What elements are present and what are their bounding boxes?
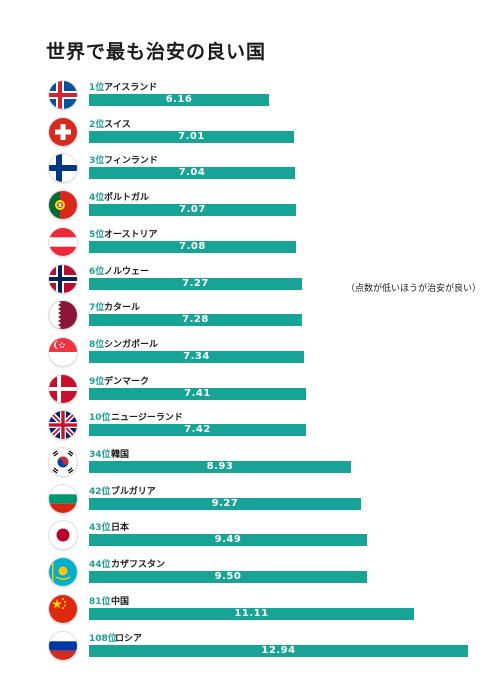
- rank-label: 3位: [89, 156, 105, 167]
- country-label: シンガポール: [104, 339, 159, 350]
- kazakhstan-flag-icon: [49, 558, 77, 587]
- rank-label: 10位: [89, 413, 111, 424]
- value-label: 6.16: [165, 94, 193, 105]
- value-label: 7.28: [182, 314, 209, 326]
- bar: [89, 607, 414, 620]
- bar: [89, 461, 351, 473]
- value-label: 9.50: [214, 571, 242, 583]
- country-label: 中国: [111, 596, 130, 607]
- country-label: スイス: [104, 119, 131, 130]
- finland-flag-icon: [49, 154, 77, 183]
- value-label: 7.27: [182, 277, 209, 289]
- country-label: カザフスタン: [111, 560, 166, 571]
- rank-label: 9位: [89, 376, 105, 387]
- country-label: ポルトガル: [104, 193, 150, 204]
- value-label: 9.27: [211, 497, 239, 509]
- value-label: 11.11: [234, 607, 269, 619]
- country-label: アイスランド: [104, 83, 158, 93]
- chart-row: 42位 ブルガリア 9.27: [0, 484, 500, 521]
- value-label: 7.42: [184, 424, 211, 436]
- country-label: ノルウェー: [104, 266, 150, 277]
- bar: [89, 277, 302, 290]
- bar: [89, 497, 361, 510]
- switzerland-flag-icon: [49, 117, 77, 146]
- chart-row: 3位 フィンランド 7.04: [0, 153, 500, 190]
- value-label: 8.93: [206, 461, 234, 472]
- new-zealand-flag-icon: [49, 411, 77, 440]
- chart-row: 7位 カタール 7.28: [0, 300, 500, 337]
- denmark-flag-icon: [49, 374, 77, 403]
- south-korea-flag-icon: [49, 448, 77, 476]
- chart-row: 8位 シンガポール 7.34: [0, 337, 500, 374]
- russia-flag-icon: [49, 631, 77, 660]
- country-label: 日本: [111, 523, 130, 534]
- bar: [89, 350, 304, 363]
- chart-row: 4位 ポルトガル 7.07: [0, 190, 500, 227]
- bar: [89, 534, 367, 547]
- rank-label: 108位: [89, 633, 117, 644]
- singapore-flag-icon: [49, 337, 77, 366]
- value-label: 7.41: [184, 387, 211, 399]
- rank-label: 44位: [89, 560, 111, 571]
- bulgaria-flag-icon: [49, 484, 77, 513]
- chart-title: 世界で最も治安の良い国: [46, 41, 267, 63]
- value-label: 7.01: [178, 130, 205, 142]
- country-label: カタール: [104, 303, 141, 314]
- rank-label: 7位: [89, 303, 105, 314]
- austria-flag-icon: [49, 227, 77, 256]
- chart-row: 10位 ニュージーランド 7.42: [0, 410, 500, 447]
- chart-row: 81位 中国 11.11: [0, 594, 500, 631]
- bar: [89, 240, 296, 253]
- chart-row: 43位 日本 9.49: [0, 520, 500, 557]
- chart-row: 5位 オーストリア 7.08: [0, 227, 500, 264]
- bar: [89, 387, 306, 400]
- country-label: ニュージーランド: [111, 413, 183, 424]
- portugal-flag-icon: [49, 191, 77, 220]
- rank-label: 8位: [89, 339, 105, 350]
- rank-label: 43位: [89, 523, 111, 534]
- country-label: ロシア: [115, 633, 143, 644]
- iceland-flag-icon: [49, 81, 77, 109]
- rank-label: 1位: [89, 83, 105, 93]
- china-flag-icon: [49, 594, 77, 623]
- chart-row: 44位 カザフスタン 9.50: [0, 557, 500, 594]
- chart-note: （点数が低いほうが治安が良い）: [346, 284, 482, 294]
- bar: [89, 571, 367, 584]
- rank-label: 42位: [89, 486, 111, 497]
- value-label: 7.34: [183, 350, 210, 362]
- chart-row: 2位 スイス 7.01: [0, 117, 500, 154]
- country-label: オーストリア: [104, 229, 158, 240]
- bar: [89, 314, 302, 327]
- chart-row: 9位 デンマーク 7.41: [0, 374, 500, 411]
- bar: [89, 130, 294, 143]
- chart-row: 34位 韓国 8.93: [0, 447, 500, 484]
- value-label: 9.49: [214, 534, 242, 546]
- bar: [89, 94, 269, 106]
- rank-label: 81位: [89, 596, 111, 607]
- rank-label: 2位: [89, 119, 105, 130]
- norway-flag-icon: [49, 264, 77, 293]
- value-label: 7.07: [179, 204, 206, 216]
- bar: [89, 167, 295, 180]
- bar: [89, 204, 296, 217]
- rank-label: 4位: [89, 193, 105, 204]
- rank-label: 34位: [89, 450, 111, 460]
- country-label: フィンランド: [104, 156, 158, 167]
- chart-row: 1位 アイスランド 6.16: [0, 80, 500, 117]
- rank-label: 6位: [89, 266, 105, 277]
- chart-row: 6位 ノルウェー 7.27: [0, 264, 500, 301]
- japan-flag-icon: [49, 521, 77, 550]
- rank-label: 5位: [89, 229, 105, 240]
- country-label: ブルガリア: [111, 486, 156, 497]
- value-label: 12.94: [261, 644, 296, 656]
- bar: [89, 424, 306, 437]
- bar: [89, 644, 468, 657]
- value-label: 7.04: [178, 167, 206, 179]
- qatar-flag-icon: [49, 301, 77, 330]
- chart-row: 108位 ロシア 12.94: [0, 631, 500, 668]
- country-label: 韓国: [111, 450, 130, 460]
- value-label: 7.08: [179, 240, 206, 252]
- country-label: デンマーク: [104, 376, 150, 387]
